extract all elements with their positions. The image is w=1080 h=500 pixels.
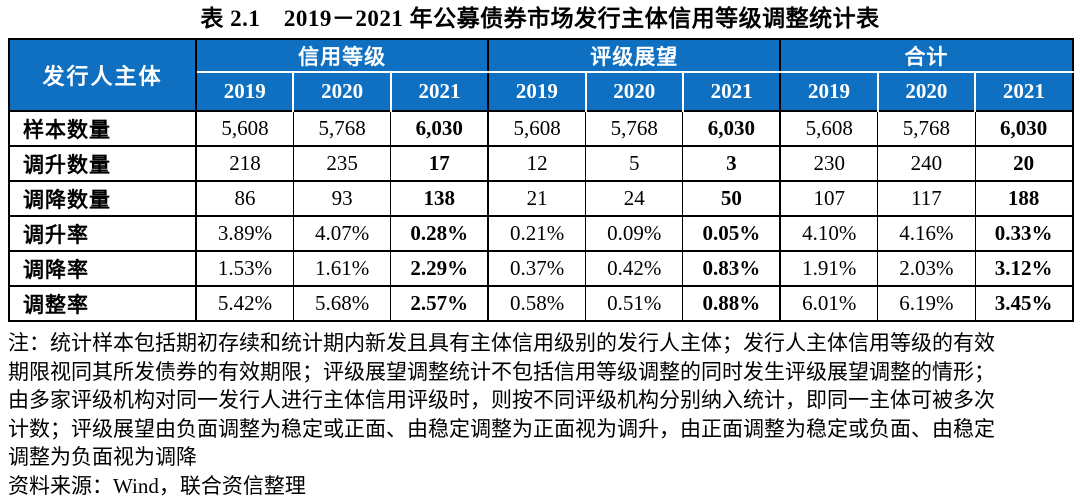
group-header: 评级展望 — [487, 39, 781, 73]
year-header: 2021 — [974, 72, 1073, 111]
value-cell: 5,768 — [585, 110, 684, 147]
value-cell: 2.57% — [390, 285, 489, 322]
value-cell: 6,030 — [390, 110, 489, 147]
year-header: 2021 — [389, 72, 489, 111]
value-cell: 4.07% — [292, 215, 392, 252]
data-source: 资料来源：Wind，联合资信整理 — [8, 473, 306, 498]
year-header: 2019 — [779, 72, 878, 111]
value-cell: 2.29% — [390, 250, 489, 287]
row-label: 调降数量 — [8, 180, 197, 217]
value-cell: 230 — [779, 145, 879, 182]
value-cell: 0.51% — [585, 285, 684, 322]
credit-rating-adjustment-table: 发行人主体 信用等级 评级展望 合计 2019 2020 2021 2019 2020 2021 2… — [8, 38, 1074, 322]
value-cell: 0.83% — [682, 250, 781, 287]
value-cell: 3.89% — [194, 215, 294, 252]
note-line: 调整为负面视为调降 — [8, 445, 197, 469]
value-cell: 93 — [292, 180, 392, 217]
value-cell: 1.61% — [292, 250, 392, 287]
value-cell: 188 — [974, 180, 1074, 217]
value-cell: 2.03% — [877, 250, 976, 287]
table-row: 调降数量 86 93 138 21 24 50 107 117 188 — [8, 180, 1074, 217]
value-cell: 5,768 — [292, 110, 392, 147]
value-cell: 5.68% — [292, 285, 392, 322]
value-cell: 3.12% — [974, 250, 1074, 287]
value-cell: 6.01% — [779, 285, 879, 322]
value-cell: 5,608 — [487, 110, 587, 147]
value-cell: 6.19% — [877, 285, 976, 322]
value-cell: 6,030 — [974, 110, 1074, 147]
table-row: 调整率 5.42% 5.68% 2.57% 0.58% 0.51% 0.88% 6.01% 6.… — [8, 285, 1074, 322]
row-label: 调升数量 — [8, 145, 197, 182]
group-header: 信用等级 — [194, 39, 489, 73]
value-cell: 5,768 — [877, 110, 976, 147]
row-label: 调整率 — [8, 285, 197, 322]
group-header: 合计 — [779, 39, 1073, 73]
value-cell: 5,608 — [194, 110, 294, 147]
table-row: 调降率 1.53% 1.61% 2.29% 0.37% 0.42% 0.83% 1.91% 2.… — [8, 250, 1074, 287]
year-header: 2020 — [584, 72, 683, 111]
table-row: 调升率 3.89% 4.07% 0.28% 0.21% 0.09% 0.05% 4.10% 4.… — [8, 215, 1074, 252]
value-cell: 0.05% — [682, 215, 781, 252]
year-header: 2021 — [681, 72, 781, 111]
row-label: 样本数量 — [8, 110, 197, 147]
note-line: 注：统计样本包括期初存续和统计期内新发且具有主体信用级别的发行人主体；发行人主体… — [8, 331, 995, 355]
note-line: 计数；评级展望由负面调整为稳定或正面、由稳定调整为正面视为调升，由正面调整为稳定… — [8, 416, 995, 441]
value-cell: 4.16% — [877, 215, 976, 252]
value-cell: 86 — [194, 180, 294, 217]
value-cell: 0.58% — [487, 285, 587, 322]
table-notes: 注：统计样本包括期初存续和统计期内新发且具有主体信用级别的发行人主体；发行人主体… — [8, 329, 1072, 472]
table-header: 发行人主体 信用等级 评级展望 合计 2019 2020 2021 2019 2020 2021 2… — [9, 39, 1073, 111]
value-cell: 0.42% — [585, 250, 684, 287]
year-header: 2019 — [194, 72, 294, 111]
value-cell: 0.33% — [974, 215, 1074, 252]
value-cell: 17 — [390, 145, 489, 182]
value-cell: 1.91% — [779, 250, 879, 287]
value-cell: 5.42% — [194, 285, 294, 322]
value-cell: 6,030 — [682, 110, 781, 147]
corner-header-issuer: 发行人主体 — [9, 39, 197, 111]
value-cell: 1.53% — [194, 250, 294, 287]
table-row: 样本数量 5,608 5,768 6,030 5,608 5,768 6,030 5,608 5… — [8, 110, 1074, 147]
value-cell: 235 — [292, 145, 392, 182]
value-cell: 3.45% — [974, 285, 1074, 322]
value-cell: 0.09% — [585, 215, 684, 252]
value-cell: 50 — [682, 180, 781, 217]
value-cell: 21 — [487, 180, 587, 217]
table-body: 样本数量 5,608 5,768 6,030 5,608 5,768 6,030 5,608 5… — [8, 110, 1074, 322]
value-cell: 20 — [974, 145, 1074, 182]
value-cell: 3 — [682, 145, 781, 182]
value-cell: 5,608 — [779, 110, 879, 147]
value-cell: 107 — [779, 180, 879, 217]
value-cell: 4.10% — [779, 215, 879, 252]
value-cell: 218 — [194, 145, 294, 182]
value-cell: 138 — [390, 180, 489, 217]
value-cell: 0.88% — [682, 285, 781, 322]
value-cell: 240 — [877, 145, 976, 182]
row-label: 调降率 — [8, 250, 197, 287]
value-cell: 0.28% — [390, 215, 489, 252]
row-label: 调升率 — [8, 215, 197, 252]
value-cell: 12 — [487, 145, 587, 182]
value-cell: 24 — [585, 180, 684, 217]
value-cell: 0.21% — [487, 215, 587, 252]
note-line: 期限视同其所发债券的有效期限；评级展望调整统计不包括信用等级调整的同时发生评级展… — [8, 359, 995, 384]
year-header: 2020 — [292, 72, 391, 111]
table-row: 调升数量 218 235 17 12 5 3 230 240 20 — [8, 145, 1074, 182]
note-line: 由多家评级机构对同一发行人进行主体信用评级时，则按不同评级机构分别纳入统计，即同… — [8, 388, 995, 412]
value-cell: 117 — [877, 180, 976, 217]
table-title: 表 2.1 2019－2021 年公募债券市场发行主体信用等级调整统计表 — [200, 6, 880, 31]
value-cell: 0.37% — [487, 250, 587, 287]
year-header: 2020 — [876, 72, 976, 111]
year-header: 2019 — [487, 72, 586, 111]
value-cell: 5 — [585, 145, 684, 182]
